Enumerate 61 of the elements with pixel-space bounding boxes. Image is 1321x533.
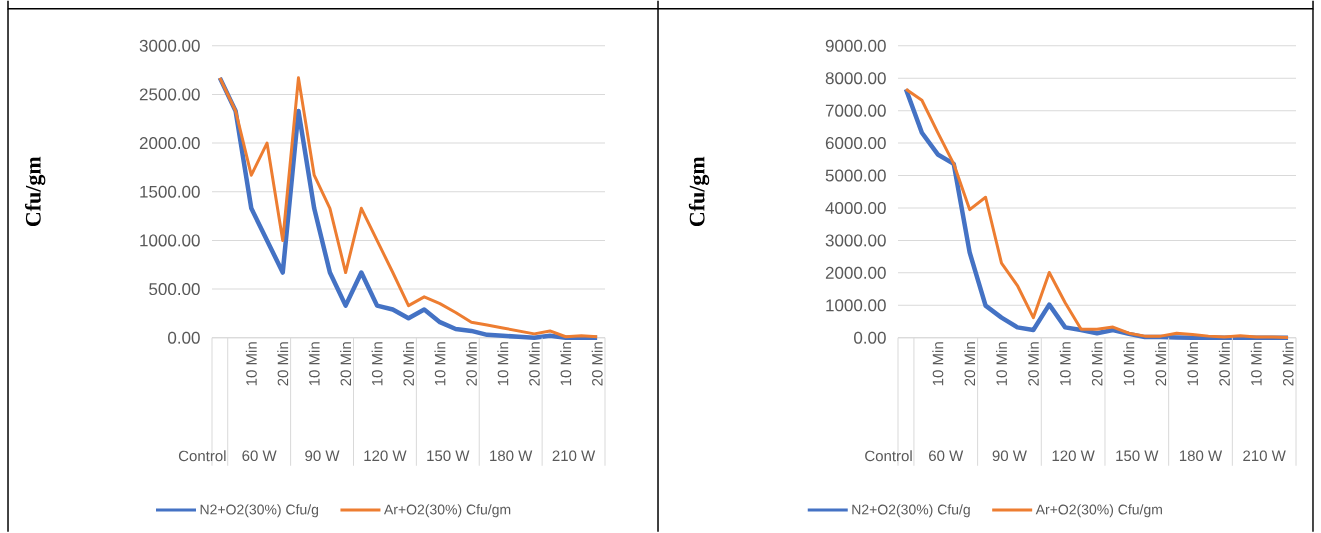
text: 180 W [1179,450,1223,462]
y-tick-label: 1000.00 [826,299,886,312]
y-tick-label: 3000.00 [825,234,886,247]
text: 90 W [992,450,1027,462]
legend-label: Ar+O2(30%) Cfu/gm [383,504,511,518]
x-tick-label: 20 Min [465,342,477,386]
text: Control [178,450,226,462]
x-tick-label: 20 Min [964,342,976,386]
x-tick-label: 10 Min [932,342,944,386]
x-tick-label: 20 Min [1282,342,1294,386]
y-tick-label: 0.00 [854,331,886,345]
text: 120 W [1052,450,1095,462]
x-tick-label: 20 Min [1027,342,1039,386]
y-tick-label: 2500.00 [139,88,200,101]
y-tick-label: 0.00 [168,331,200,345]
text: 60 W [929,450,964,462]
x-tick-label: 20 Min [403,342,415,386]
x-tick-label: 10 Min [1187,342,1199,386]
text: Control [865,450,912,462]
x-tick-label: 10 Min [434,342,446,386]
y-tick-label: 3000.00 [139,39,200,53]
text: 90 W [305,450,340,462]
y-axis-title: Cfu/gm [24,156,46,227]
y-tick-label: 6000.00 [825,137,886,150]
x-tick-label: 20 Min [340,342,352,386]
y-tick-label: 5000.00 [825,169,886,182]
y-tick-label: 1500.00 [140,185,200,199]
x-tick-label: 10 Min [497,342,509,386]
x-tick-label: 20 Min [1091,342,1103,386]
x-tick-label: 10 Min [1250,342,1262,386]
text: 150 W [1116,450,1159,462]
y-axis-title: Cfu/gm [688,156,710,227]
x-tick-label: 20 Min [528,342,540,386]
legend-label: Ar+O2(30%) Cfu/gm [1035,504,1162,518]
y-tick-label: 9000.00 [825,39,886,53]
text: 180 W [490,450,533,462]
x-tick-label: 10 Min [1123,342,1135,386]
y-tick-label: 7000.00 [825,104,886,117]
text: 210 W [552,450,596,462]
y-tick-label: 2000.00 [139,137,200,150]
x-tick-label: 10 Min [308,342,320,386]
x-tick-label: 10 Min [1059,342,1071,386]
text: 120 W [364,450,407,462]
x-tick-label: 20 Min [591,342,603,386]
x-tick-label: 10 Min [995,342,1007,386]
y-tick-label: 2000.00 [825,267,886,280]
y-tick-label: 1000.00 [140,234,200,247]
x-tick-label: 10 Min [560,342,572,386]
text: 210 W [1243,450,1286,462]
legend-label: N2+O2(30%) Cfu/g [852,504,970,518]
x-tick-label: 10 Min [245,342,257,386]
text: 60 W [242,450,277,462]
x-tick-label: 10 Min [371,342,383,386]
x-tick-label: 20 Min [277,342,289,386]
x-tick-label: 20 Min [1155,342,1167,386]
text: 150 W [427,450,470,462]
y-tick-label: 8000.00 [825,72,886,85]
legend-label: N2+O2(30%) Cfu/g [200,504,319,518]
y-tick-label: 4000.00 [825,202,886,215]
x-tick-label: 20 Min [1218,342,1230,386]
y-tick-label: 500.00 [149,283,200,296]
